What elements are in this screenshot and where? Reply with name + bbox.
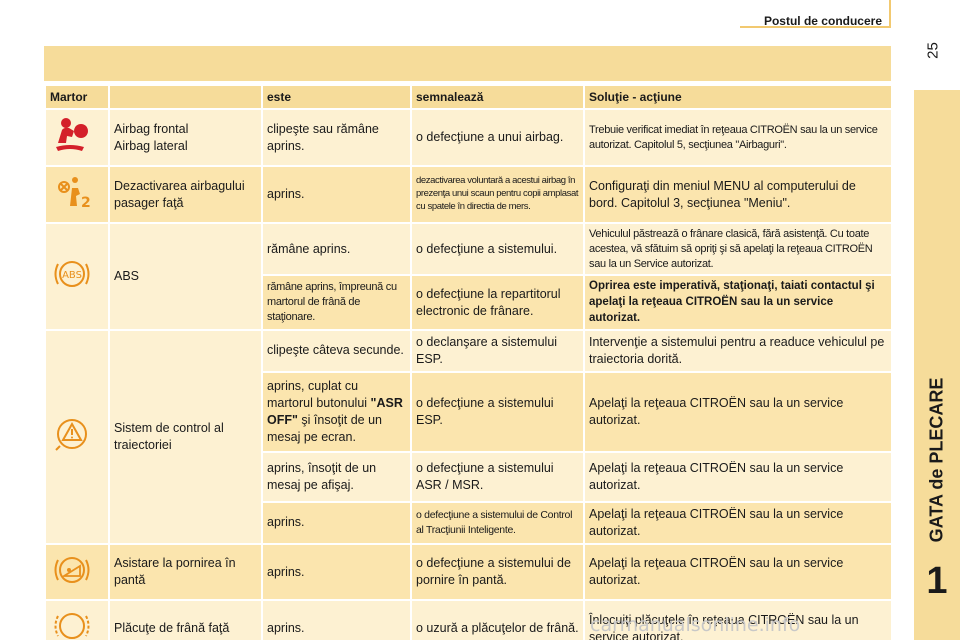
header-solutie: Soluţie - acţiune	[583, 83, 893, 111]
svg-text:2: 2	[81, 195, 91, 211]
state-suffix: şi însoţit de un mesaj pe ecran.	[267, 412, 383, 444]
light-state: rămâne aprins, împreună cu martorul de f…	[261, 274, 412, 332]
light-signal: o declanşare a sistemului ESP.	[410, 329, 585, 373]
table-row: Airbag frontal Airbag lateral clipeşte s…	[44, 108, 893, 168]
stability-control-icon	[55, 419, 87, 452]
brake-pad-wear-icon	[54, 613, 90, 640]
light-signal: o defecţiune a sistemului.	[410, 221, 585, 277]
table-header-row: Martor este semnalează Soluţie - acţiune	[44, 83, 893, 111]
light-name: Asistare la pornirea în pantă	[108, 542, 263, 602]
light-name: Plăcuţe de frână faţă	[108, 599, 263, 640]
light-solution: Apelaţi la reţeaua CITROËN sau la un ser…	[583, 500, 893, 545]
light-solution: Apelaţi la reţeaua CITROËN sau la un ser…	[583, 450, 893, 503]
table-row: Asistare la pornirea în pantă aprins. o …	[44, 542, 893, 602]
light-state: aprins.	[261, 500, 412, 545]
table-row: aprins, însoţit de un mesaj pe afişaj. o…	[45, 450, 893, 503]
light-name: ABS	[108, 221, 263, 332]
light-state: aprins.	[261, 165, 412, 224]
light-state: aprins.	[261, 542, 412, 602]
light-state: rămâne aprins.	[261, 221, 412, 277]
table-row: Sistem de control al traiectoriei clipeş…	[44, 329, 893, 545]
header-martor: Martor	[44, 83, 110, 111]
light-solution: Intervenţie a sistemului pentru a readuc…	[583, 329, 893, 373]
airbag-warning-icon	[56, 118, 88, 152]
light-signal: o defecţiune a sistemului ASR / MSR.	[410, 450, 585, 503]
header-este: este	[261, 83, 412, 111]
icon-cell	[44, 108, 110, 168]
light-signal: o defecţiune a sistemului de pornire în …	[410, 542, 585, 602]
chapter-tab	[914, 90, 960, 640]
icon-cell	[44, 542, 110, 602]
light-name: Airbag frontal Airbag lateral	[108, 108, 263, 168]
table-banner	[44, 46, 891, 81]
light-solution: Configuraţi din meniul MENU al computeru…	[583, 165, 893, 224]
chapter-number: 1	[926, 560, 948, 602]
state-prefix: aprins, cuplat cu martorul butonului	[267, 379, 368, 410]
light-name: Sistem de control al traiectoriei	[108, 329, 263, 545]
light-solution: Apelaţi la reţeaua CITROËN sau la un ser…	[583, 370, 893, 453]
light-state: aprins, cuplat cu martorul butonului "AS…	[261, 370, 412, 453]
header-divider-vertical	[889, 0, 891, 26]
table-row: aprins. o defecţiune a sistemului de Con…	[45, 500, 893, 545]
hill-start-assist-icon	[54, 556, 90, 583]
light-signal: o defecţiune a sistemului ESP.	[410, 370, 585, 453]
light-solution: Trebuie verificat imediat în reţeaua CIT…	[583, 108, 893, 168]
icon-cell	[44, 329, 110, 545]
passenger-airbag-off-icon: 2	[58, 177, 91, 211]
table-row: rămâne aprins, împreună cu martorul de f…	[45, 274, 893, 332]
light-signal: o defecţiune a unui airbag.	[410, 108, 585, 168]
section-title: Postul de conducere	[763, 14, 882, 28]
light-signal: dezactivarea voluntară a acestui airbag …	[410, 165, 585, 224]
light-state: clipeşte câteva secunde.	[261, 329, 412, 373]
header-divider-horizontal	[740, 26, 891, 28]
light-state: aprins, însoţit de un mesaj pe afişaj.	[261, 450, 412, 503]
icon-cell: 2	[44, 165, 110, 224]
header-name	[108, 83, 263, 111]
icon-cell	[44, 599, 110, 640]
header-semnaleaza: semnalează	[410, 83, 585, 111]
light-solution: Oprirea este imperativă, staţionaţi, tai…	[583, 274, 893, 332]
light-signal: o uzură a plăcuţelor de frână.	[410, 599, 585, 640]
page-number: 25	[924, 42, 942, 59]
table-row: Plăcuţe de frână faţă aprins. o uzură a …	[44, 599, 893, 640]
table-row: 2 Dezactivarea airbagului pasager faţă a…	[44, 165, 893, 224]
light-solution: Înlocuiţi plăcuţele în reţeaua CITROËN s…	[583, 599, 893, 640]
light-state: clipeşte sau rămâne aprins.	[261, 108, 412, 168]
light-signal: o defecţiune a sistemului de Control al …	[410, 500, 585, 545]
light-signal: o defecţiune la repartitorul electronic …	[410, 274, 585, 332]
light-solution: Apelaţi la reţeaua CITROËN sau la un ser…	[583, 542, 893, 602]
light-name: Dezactivarea airbagului pasager faţă	[108, 165, 263, 224]
light-solution: Vehiculul păstrează o frânare clasică, f…	[583, 221, 893, 277]
icon-cell: ABS	[44, 221, 110, 332]
watermark: carmanualsonline.info	[590, 614, 801, 636]
chapter-label: GATA de PLECARE	[926, 377, 947, 543]
abs-warning-icon: ABS	[54, 261, 90, 288]
svg-text:ABS: ABS	[62, 270, 82, 281]
warning-lights-table: Martor este semnalează Soluţie - acţiune…	[44, 83, 893, 640]
state-bold: "ASR OFF"	[267, 395, 403, 427]
table-row: ABS ABS rămâne aprins. o defecţiune a si…	[44, 221, 893, 332]
table-row: aprins, cuplat cu martorul butonului "AS…	[45, 370, 893, 453]
light-state: aprins.	[261, 599, 412, 640]
